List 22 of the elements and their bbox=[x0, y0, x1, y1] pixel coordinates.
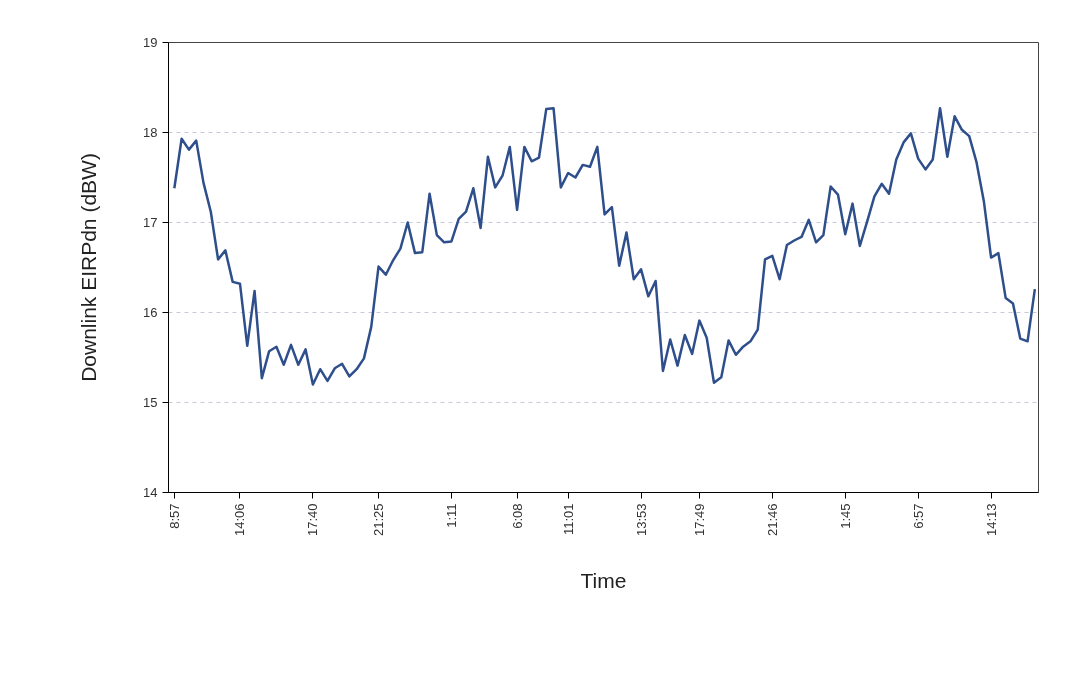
x-tick-label: 17:49 bbox=[691, 503, 707, 537]
y-tick-label: 19 bbox=[143, 35, 158, 50]
y-tick-label: 15 bbox=[143, 395, 158, 410]
x-tick-label: 1:45 bbox=[837, 503, 853, 529]
y-tick-label: 18 bbox=[143, 125, 158, 140]
y-tick-label: 16 bbox=[143, 305, 158, 320]
x-tick-label: 13:53 bbox=[633, 503, 649, 537]
x-axis-title: Time bbox=[580, 569, 627, 593]
x-tick-label: 11:01 bbox=[560, 503, 576, 536]
x-tick-label: 14:06 bbox=[232, 503, 248, 537]
x-tick-label: 8:57 bbox=[166, 503, 182, 529]
x-tick-label: 6:57 bbox=[910, 503, 926, 529]
x-tick-label: 1:11 bbox=[443, 503, 459, 528]
x-tick-label: 14:13 bbox=[983, 503, 999, 537]
x-tick-label: 21:25 bbox=[371, 503, 387, 537]
line-series bbox=[173, 106, 1037, 386]
y-tick-label: 14 bbox=[143, 485, 158, 500]
y-axis-title: Downlink EIRPdn (dBW) bbox=[77, 153, 101, 382]
x-tick-label: 21:46 bbox=[764, 503, 780, 537]
y-tick-label: 17 bbox=[143, 215, 158, 230]
x-tick-label: 6:08 bbox=[509, 503, 525, 529]
x-tick-label: 17:40 bbox=[305, 503, 321, 537]
